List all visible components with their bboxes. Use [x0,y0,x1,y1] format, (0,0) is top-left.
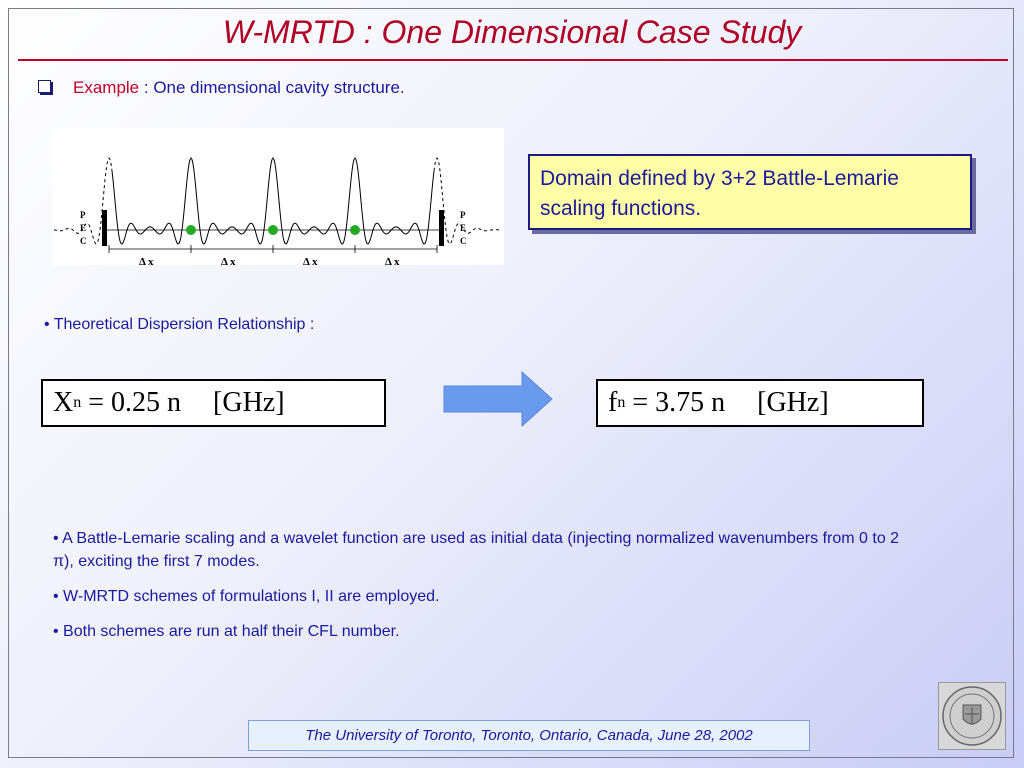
left-pec-wall [102,210,107,246]
slide-title: W-MRTD : One Dimensional Case Study [222,14,802,50]
theory-heading: • Theoretical Dispersion Relationship : [44,316,315,333]
bullet-list: • A Battle-Lemarie scaling and a wavelet… [53,527,913,655]
spacing-markers [108,245,438,253]
formula-rhs: = 0.25 n [88,387,182,418]
formula-subscript: n [73,394,82,411]
sample-point [350,225,360,235]
formula-rhs: = 3.75 n [632,387,726,418]
delta-x-label: Δ x [221,256,236,265]
left-wall-letter: E [80,223,86,233]
right-arrow-icon [443,370,553,428]
right-wall-letter: C [460,236,467,246]
formula-unit: [GHz] [757,387,829,418]
footer-caption: The University of Toronto, Toronto, Onta… [248,720,810,751]
scaling-function-curve [111,157,435,245]
right-wall-letter: E [460,223,466,233]
university-seal-logo [938,682,1006,750]
example-separator: : [139,78,154,97]
dashed-extension-right [433,157,503,245]
formula-subscript: n [617,394,626,411]
example-text: One dimensional cavity structure. [153,78,405,97]
bullet-item: • A Battle-Lemarie scaling and a wavelet… [53,530,900,570]
bullet-item: • Both schemes are run at half their CFL… [53,623,400,640]
title-divider [18,59,1008,61]
cavity-figure: P E C P E C Δ x Δ x Δ x Δ x [52,128,504,265]
left-wall-letter: P [80,210,86,220]
example-label: Example [73,78,140,97]
delta-x-label: Δ x [303,256,318,265]
bullet-item: • W-MRTD schemes of formulations I, II a… [53,588,440,605]
formula-unit: [GHz] [213,387,285,418]
formula-variable: f [608,387,618,418]
sample-point [268,225,278,235]
formula-variable: X [53,387,74,418]
delta-x-label: Δ x [385,256,400,265]
right-wall-letter: P [460,210,466,220]
example-line: Example : One dimensional cavity structu… [38,78,405,98]
right-pec-wall [439,210,444,246]
domain-note-box: Domain defined by 3+2 Battle-Lemarie sca… [528,154,972,230]
delta-x-label: Δ x [139,256,154,265]
left-wall-letter: C [80,236,87,246]
checkbox-bullet-icon [38,80,51,94]
slide-frame [8,8,1014,758]
sample-point [186,225,196,235]
